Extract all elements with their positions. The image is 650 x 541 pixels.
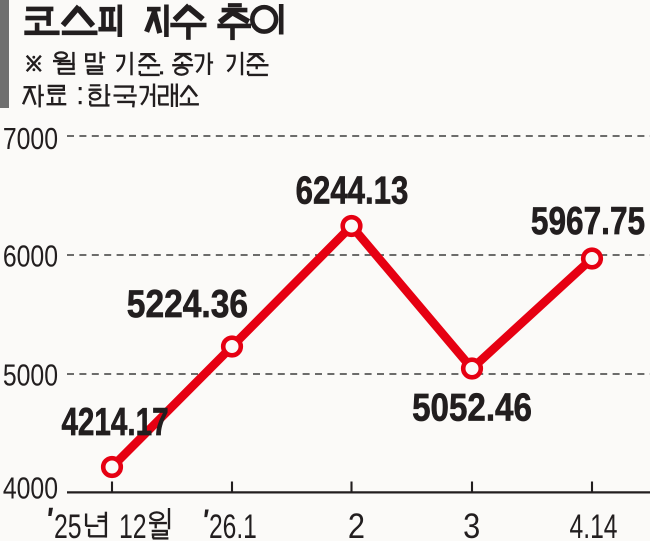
svg-text:4214.17: 4214.17 bbox=[61, 401, 168, 444]
svg-text:25: 25 bbox=[54, 508, 82, 541]
svg-text:4.14: 4.14 bbox=[569, 508, 617, 541]
svg-text:5224.36: 5224.36 bbox=[127, 282, 248, 326]
svg-text:3: 3 bbox=[463, 506, 480, 541]
svg-text:5000: 5000 bbox=[3, 358, 58, 392]
svg-text:2: 2 bbox=[348, 506, 365, 541]
svg-text:5052.46: 5052.46 bbox=[412, 385, 532, 429]
svg-text:6000: 6000 bbox=[3, 239, 58, 273]
svg-text:6244.13: 6244.13 bbox=[296, 169, 409, 212]
svg-text:7000: 7000 bbox=[3, 121, 58, 155]
svg-text:4000: 4000 bbox=[3, 471, 58, 505]
svg-text:12: 12 bbox=[119, 508, 147, 541]
svg-text:26.1: 26.1 bbox=[209, 508, 257, 541]
svg-text:5967.75: 5967.75 bbox=[531, 199, 645, 243]
